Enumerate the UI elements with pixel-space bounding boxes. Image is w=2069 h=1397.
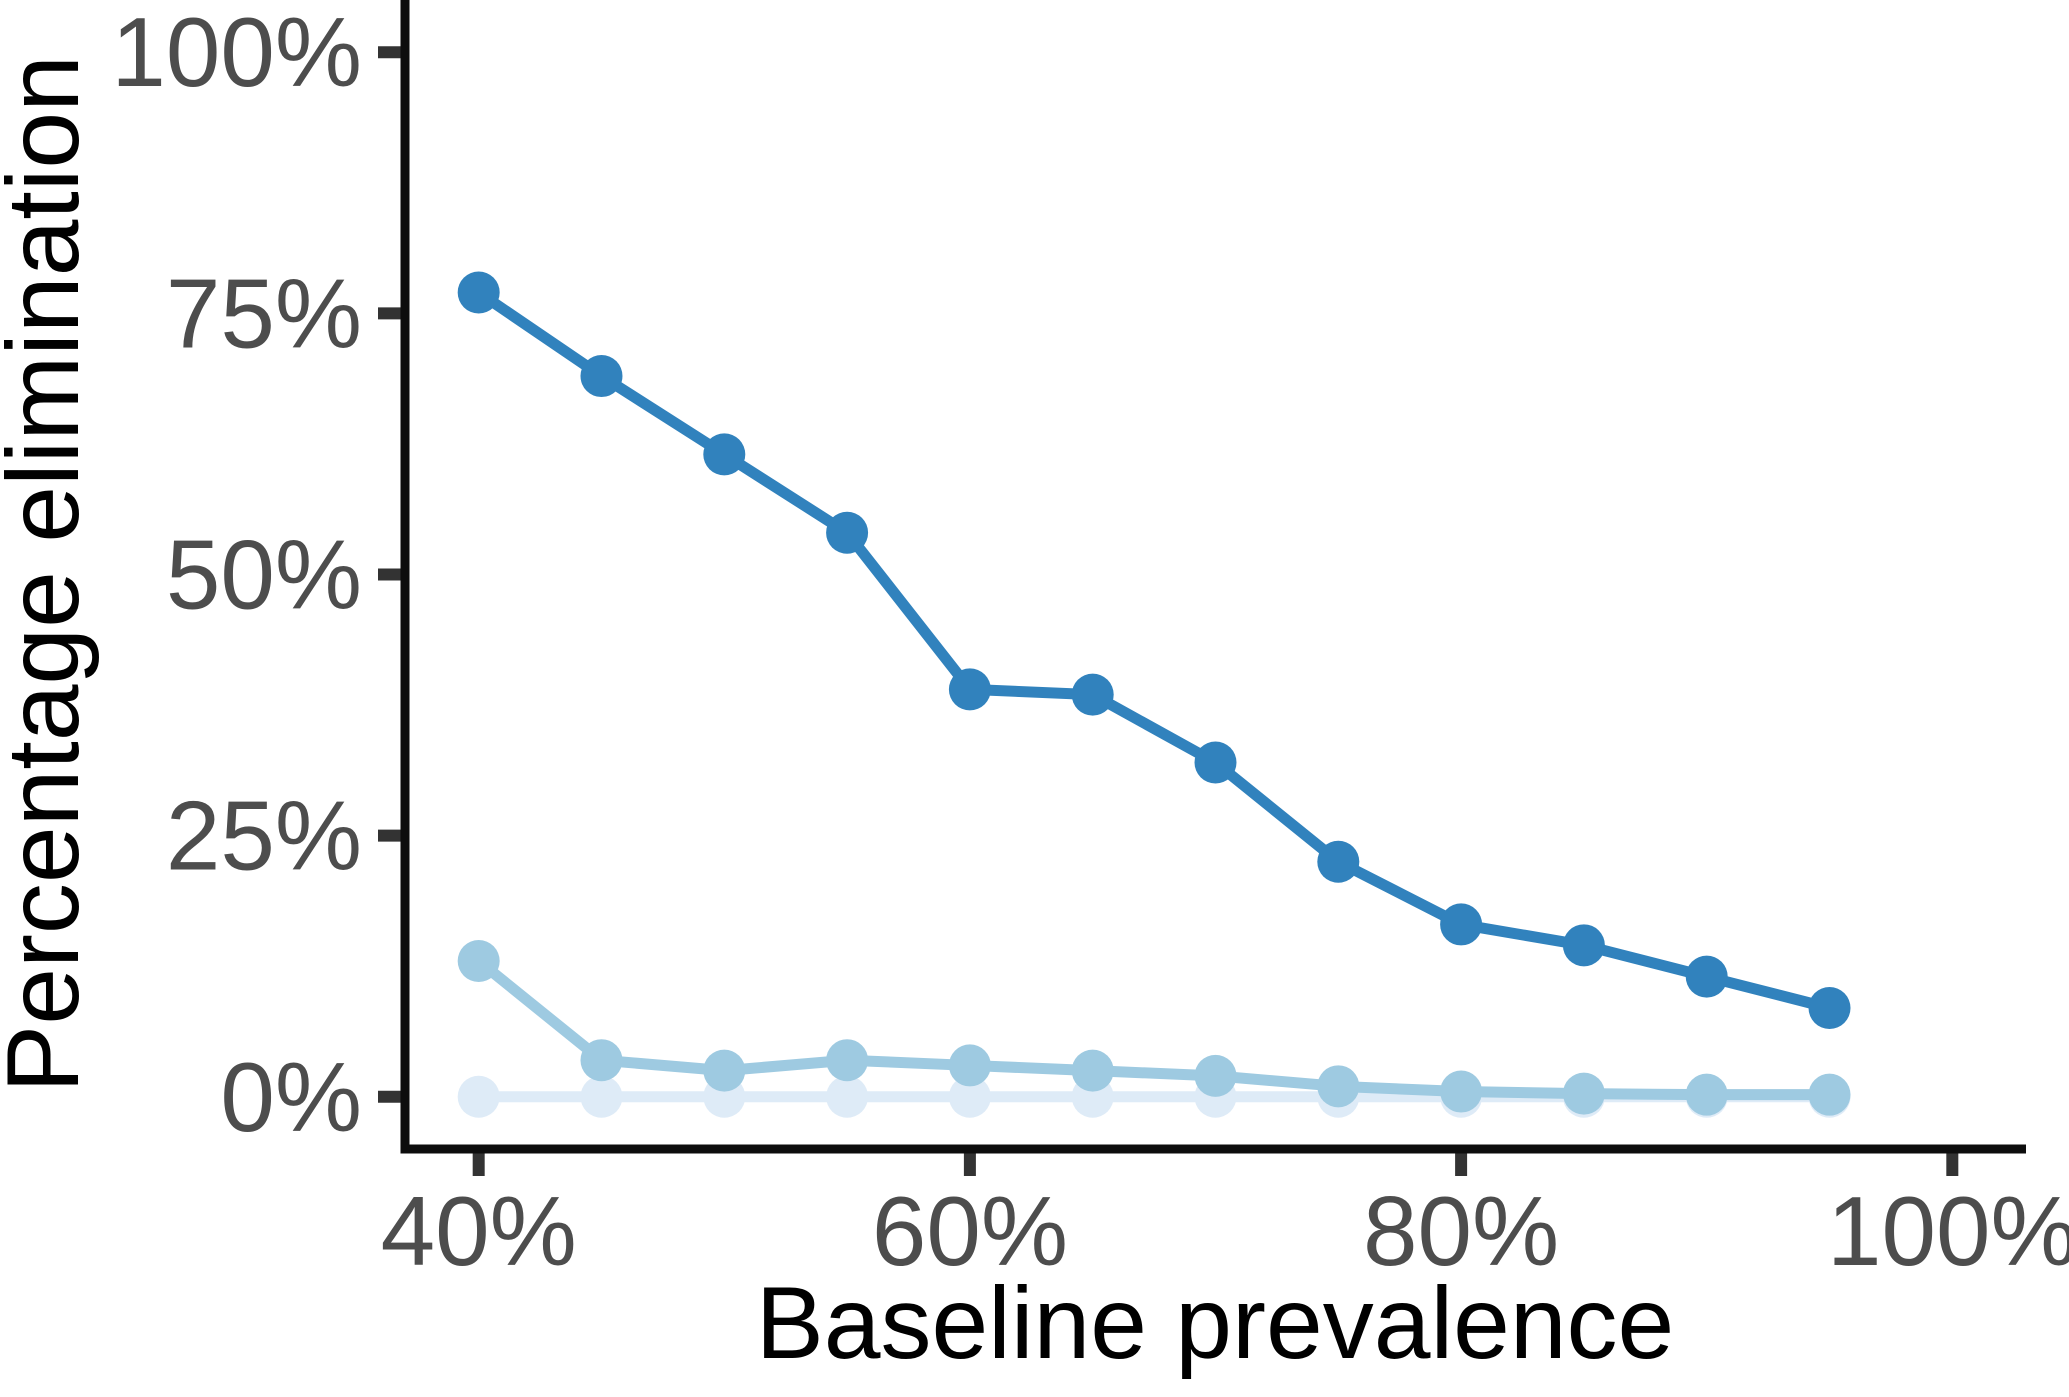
series-point-medium-blue [1071,1049,1114,1092]
series-point-medium-blue [1194,1054,1237,1097]
series-layer [457,271,1851,1118]
series-point-medium-blue [1562,1072,1605,1115]
y-tick-label: 25% [166,781,362,891]
x-tick-label: 80% [1363,1176,1559,1286]
series-point-medium-blue [1317,1065,1360,1108]
x-tick-label: 100% [1827,1176,2069,1286]
series-point-pale-blue [826,1075,869,1118]
series-point-dark-blue [1317,840,1360,883]
y-axis-title: Percentage elimination [0,55,100,1093]
axes-layer [400,0,2026,1154]
series-point-dark-blue [457,271,500,314]
series-point-dark-blue [703,433,746,476]
series-point-medium-blue [1808,1073,1851,1116]
series-point-dark-blue [1562,924,1605,967]
series-point-dark-blue [1440,903,1483,946]
series-point-dark-blue [1685,955,1728,998]
series-point-dark-blue [1194,741,1237,784]
series-point-dark-blue [1071,673,1114,716]
series-point-medium-blue [457,939,500,982]
series-point-medium-blue [580,1039,623,1082]
series-point-pale-blue [457,1075,500,1118]
series-line-dark-blue [475,287,1831,1014]
series-point-pale-blue [580,1075,623,1118]
series-point-pale-blue [948,1075,991,1118]
series-point-medium-blue [1685,1073,1728,1116]
x-tick-label: 60% [872,1176,1068,1286]
series-point-dark-blue [948,668,991,711]
series-point-dark-blue [826,511,869,554]
x-axis-title: Baseline prevalence [756,1266,1675,1380]
series-point-medium-blue [948,1044,991,1087]
x-tick-label: 40% [381,1176,577,1286]
y-tick-label: 0% [220,1042,362,1152]
y-tick-label: 100% [111,0,362,107]
series-line-medium-blue [475,956,1830,1101]
ticks-layer: 40% 60% 80% 100% 0% 25% 50% 75% 100% [111,0,2069,1286]
y-tick-label: 50% [166,520,362,630]
y-tick-label: 75% [166,258,362,368]
series-point-dark-blue [1808,986,1851,1029]
series-point-medium-blue [1440,1070,1483,1113]
series-point-medium-blue [826,1039,869,1082]
series-point-dark-blue [580,355,623,398]
series-point-medium-blue [703,1049,746,1092]
